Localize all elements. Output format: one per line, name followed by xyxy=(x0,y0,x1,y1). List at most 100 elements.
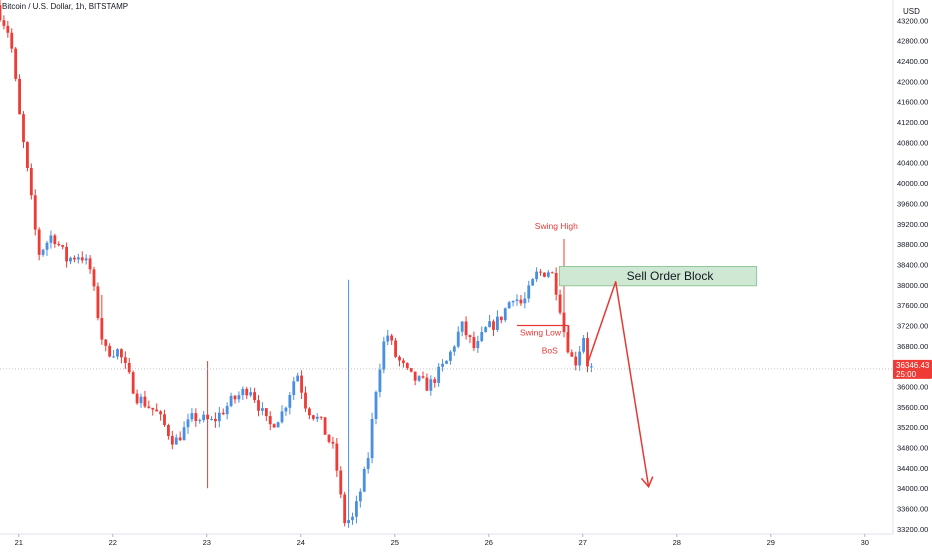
candle-body xyxy=(425,377,429,391)
candle-body xyxy=(174,437,178,445)
candle-body xyxy=(327,434,331,442)
price-tick-label: 42800.00 xyxy=(897,37,928,46)
candle-body xyxy=(570,352,574,357)
candle-body xyxy=(503,308,507,321)
candle-body xyxy=(65,246,68,262)
candle-body xyxy=(120,349,123,358)
price-tick-label: 36800.00 xyxy=(897,342,928,351)
price-tick-label: 33200.00 xyxy=(897,525,928,534)
candle-body xyxy=(151,407,155,410)
candle-body xyxy=(347,520,350,524)
candle-body xyxy=(264,408,268,417)
candle-body xyxy=(343,494,347,524)
candle-body xyxy=(284,407,288,412)
candle-body xyxy=(167,425,170,436)
candle-body xyxy=(178,437,182,441)
candle-body xyxy=(214,418,217,422)
price-tick-label: 36000.00 xyxy=(897,383,928,392)
candle-body xyxy=(229,395,233,407)
candle-body xyxy=(515,299,519,301)
candle-body xyxy=(429,379,433,391)
candle-body xyxy=(104,339,108,346)
time-tick-label: 23 xyxy=(203,538,211,547)
candle-body xyxy=(492,321,495,330)
candle-body xyxy=(398,356,401,361)
candle-body xyxy=(0,5,2,21)
candle-body xyxy=(143,396,147,407)
candle-body xyxy=(539,271,542,273)
candle-body xyxy=(241,388,245,396)
candle-body xyxy=(198,420,202,422)
candle-body xyxy=(22,114,25,143)
candle-body xyxy=(511,300,515,303)
candle-body xyxy=(206,414,209,420)
candle-body xyxy=(433,379,437,383)
candle-body xyxy=(496,316,499,330)
candle-body xyxy=(417,376,421,381)
candle-body xyxy=(268,416,272,425)
candle-body xyxy=(566,332,570,353)
current-price-countdown: 25:00 xyxy=(896,370,917,379)
candle-body xyxy=(186,419,190,428)
candle-body xyxy=(554,272,558,295)
price-tick-label: 34400.00 xyxy=(897,464,928,473)
candle-body xyxy=(76,257,80,260)
candle-body xyxy=(49,235,53,243)
candle-body xyxy=(14,48,18,79)
candle-body xyxy=(480,331,484,341)
candle-body xyxy=(339,470,343,495)
price-tick-label: 38800.00 xyxy=(897,240,928,249)
candle-body xyxy=(108,345,112,357)
time-axis[interactable]: 21 22 23 24 25 26 27 28 29 30 xyxy=(15,534,869,547)
candle-body xyxy=(2,20,6,26)
time-tick-label: 28 xyxy=(673,538,681,547)
candle-body xyxy=(405,363,409,368)
candle-body xyxy=(421,376,425,378)
candle-body xyxy=(18,78,21,115)
candle-body xyxy=(390,335,394,341)
candle-body xyxy=(386,335,390,342)
time-tick-label: 22 xyxy=(109,538,117,547)
candle-body xyxy=(409,367,413,372)
candle-body xyxy=(41,249,45,255)
candle-body xyxy=(163,414,166,426)
candle-body xyxy=(402,360,405,364)
candle-body xyxy=(335,443,339,471)
candle-body xyxy=(261,408,264,411)
candle-body xyxy=(507,302,511,309)
candles xyxy=(0,0,893,528)
bos-label: BoS xyxy=(542,345,558,355)
candle-body xyxy=(370,418,374,459)
candle-body xyxy=(26,142,29,169)
price-tick-label: 37200.00 xyxy=(897,321,928,330)
candle-body xyxy=(10,32,14,49)
price-tick-label: 43200.00 xyxy=(897,16,928,25)
candle-body xyxy=(558,294,562,313)
candle-body xyxy=(499,316,503,321)
current-price-tag-bg xyxy=(893,359,932,379)
candle-body xyxy=(6,25,10,33)
projection-arrowhead xyxy=(640,476,654,489)
price-tick-label: 35200.00 xyxy=(897,423,928,432)
candle-body xyxy=(276,422,280,428)
candle-body xyxy=(73,257,76,260)
candle-body xyxy=(37,229,41,255)
candle-body xyxy=(45,242,49,250)
candle-body xyxy=(519,299,523,304)
candle-body xyxy=(452,346,456,352)
candle-body xyxy=(210,418,213,420)
candle-body xyxy=(382,341,386,370)
projection-path xyxy=(586,280,650,487)
time-tick-label: 21 xyxy=(15,538,23,547)
price-tick-label: 41600.00 xyxy=(897,98,928,107)
candle-body xyxy=(245,388,249,396)
price-axis[interactable]: 33200.00 33600.00 34000.00 34400.00 34800.00… xyxy=(897,16,928,534)
sell-order-block-label: Sell Order Block xyxy=(627,269,715,283)
candle-body xyxy=(590,366,593,368)
candle-body xyxy=(362,468,366,492)
price-tick-label: 38000.00 xyxy=(897,281,928,290)
candle-body xyxy=(139,396,143,404)
